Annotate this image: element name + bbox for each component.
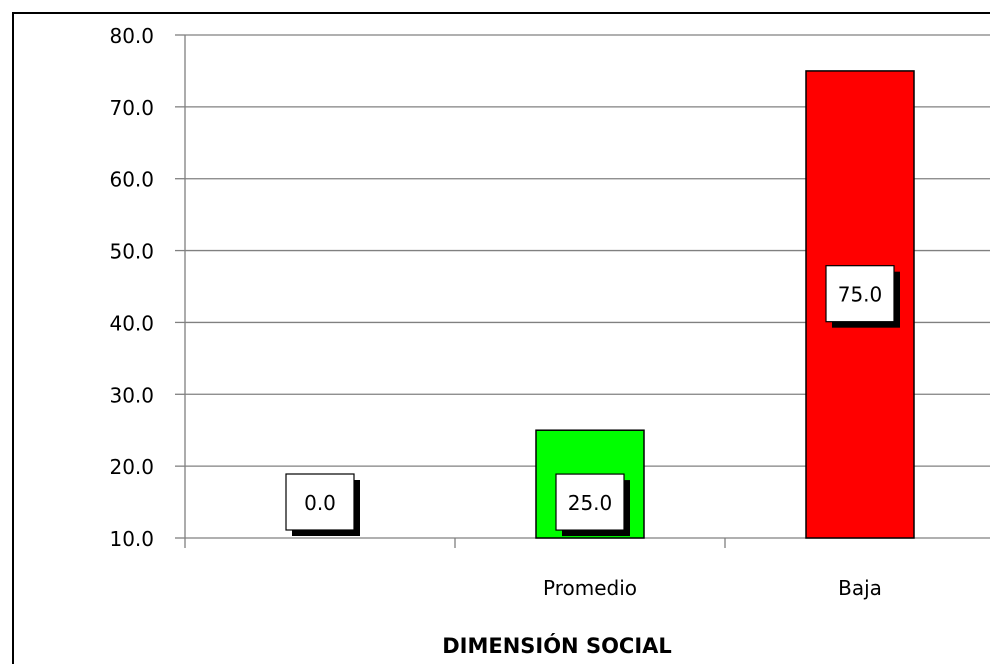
y-tick-label: 80.0 [109, 24, 154, 48]
data-label: 25.0 [568, 491, 613, 515]
data-label: 0.0 [304, 491, 336, 515]
data-label-box [555, 473, 625, 531]
x-axis-title: DIMENSIÓN SOCIAL [442, 633, 672, 658]
y-tick-label: 40.0 [109, 311, 154, 335]
y-tick-label: 50.0 [109, 240, 154, 264]
x-category-label: Promedio [543, 576, 637, 600]
x-category-label: Baja [838, 576, 882, 600]
y-tick-label: 60.0 [109, 168, 154, 192]
y-tick-label: 30.0 [109, 383, 154, 407]
data-label-box [285, 473, 355, 531]
y-tick-label: 20.0 [109, 455, 154, 479]
data-label-box [825, 265, 895, 323]
data-label: 75.0 [838, 283, 883, 307]
y-tick-label: 70.0 [109, 96, 154, 120]
y-tick-label: 10.0 [109, 527, 154, 551]
